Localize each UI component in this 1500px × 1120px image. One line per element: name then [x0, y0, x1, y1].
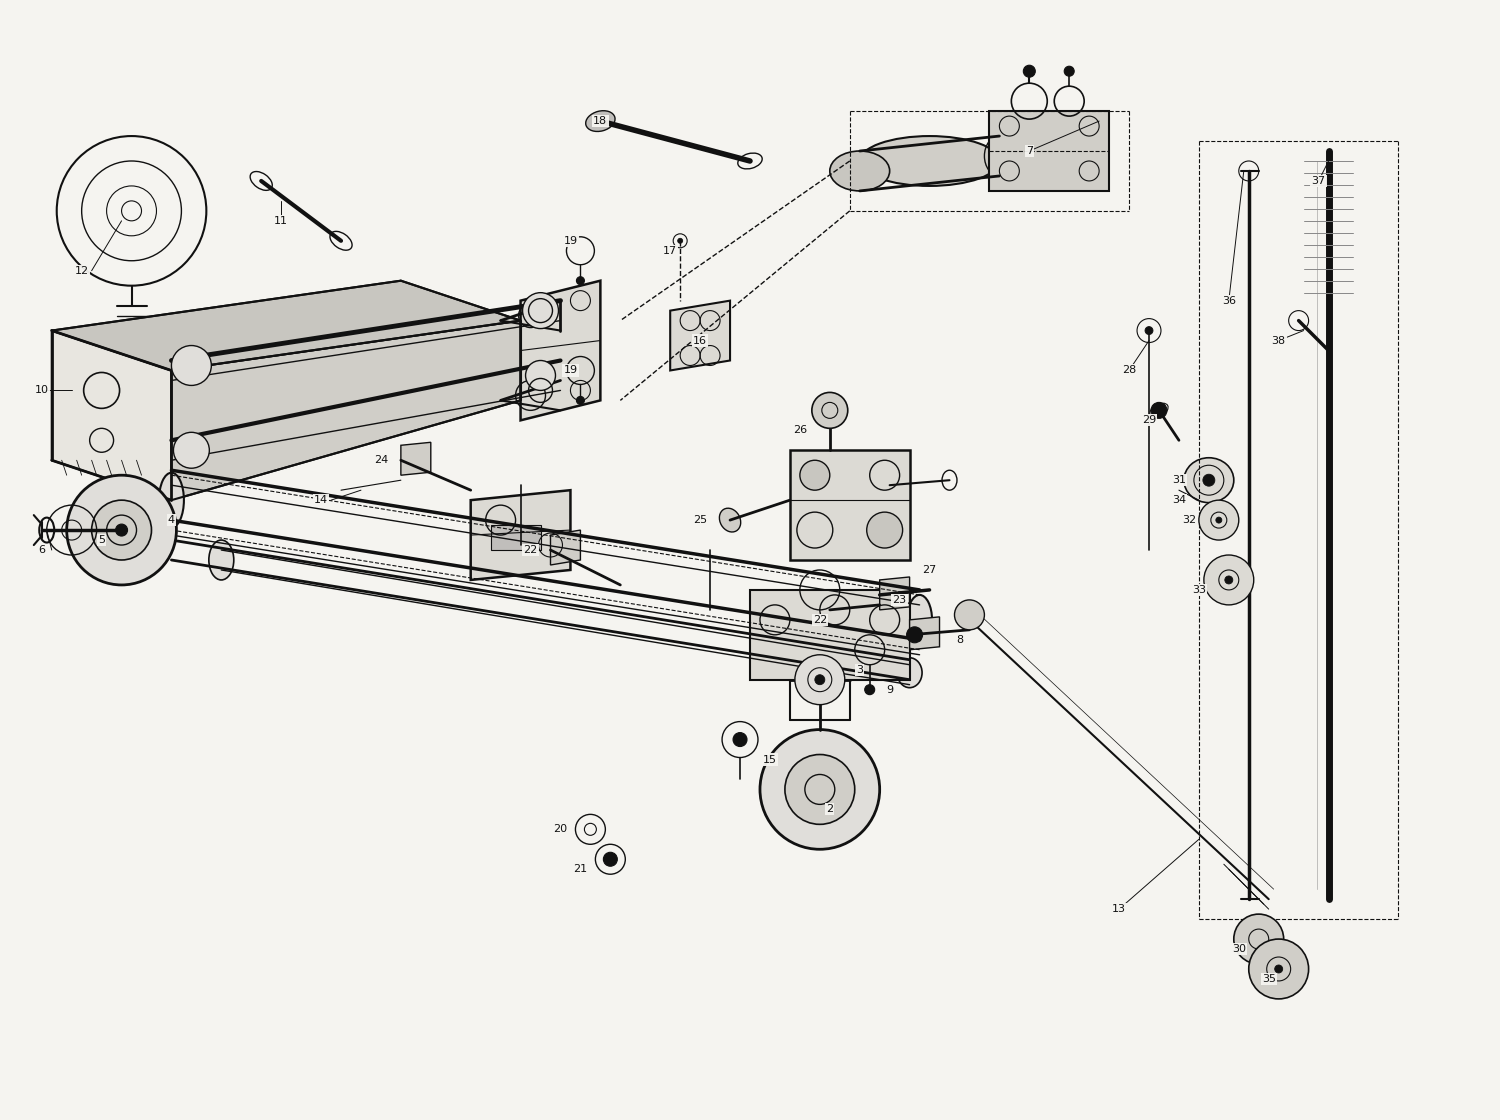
- Circle shape: [864, 684, 874, 694]
- Text: 27: 27: [922, 564, 936, 575]
- Text: 25: 25: [693, 515, 706, 525]
- Text: 17: 17: [663, 245, 678, 255]
- Circle shape: [1216, 517, 1222, 523]
- Text: 7: 7: [1026, 146, 1033, 156]
- Text: 24: 24: [374, 455, 388, 465]
- Polygon shape: [990, 111, 1108, 190]
- Circle shape: [171, 346, 211, 385]
- Polygon shape: [909, 617, 939, 650]
- Circle shape: [1064, 66, 1074, 76]
- Text: 21: 21: [573, 865, 588, 875]
- Text: 15: 15: [764, 755, 777, 765]
- Circle shape: [795, 655, 844, 704]
- Text: 4: 4: [168, 515, 176, 525]
- Polygon shape: [51, 330, 171, 501]
- Ellipse shape: [897, 657, 922, 688]
- Circle shape: [734, 732, 747, 747]
- Ellipse shape: [1184, 458, 1234, 503]
- Ellipse shape: [908, 595, 932, 645]
- Polygon shape: [550, 530, 580, 564]
- Text: 6: 6: [39, 545, 45, 556]
- Ellipse shape: [159, 473, 184, 528]
- Text: 19: 19: [564, 365, 578, 375]
- Circle shape: [1144, 327, 1154, 335]
- Circle shape: [1150, 402, 1167, 419]
- Polygon shape: [879, 577, 909, 610]
- Circle shape: [800, 460, 830, 491]
- Circle shape: [1023, 65, 1035, 77]
- Text: 2: 2: [827, 804, 834, 814]
- Text: 28: 28: [1122, 365, 1136, 375]
- Circle shape: [1198, 501, 1239, 540]
- Circle shape: [116, 524, 128, 536]
- Circle shape: [576, 277, 585, 284]
- Text: 18: 18: [594, 116, 608, 127]
- Polygon shape: [51, 281, 520, 371]
- Text: 20: 20: [554, 824, 567, 834]
- Text: 12: 12: [75, 265, 88, 276]
- Polygon shape: [520, 281, 600, 420]
- Text: 9: 9: [886, 684, 892, 694]
- Ellipse shape: [720, 508, 741, 532]
- Circle shape: [815, 674, 825, 684]
- Circle shape: [522, 292, 558, 328]
- Polygon shape: [471, 491, 570, 580]
- Text: 5: 5: [98, 535, 105, 545]
- Text: 30: 30: [1232, 944, 1246, 954]
- Text: 22: 22: [813, 615, 826, 625]
- Circle shape: [906, 627, 922, 643]
- Circle shape: [678, 239, 682, 243]
- Circle shape: [867, 512, 903, 548]
- Text: 35: 35: [1262, 974, 1275, 984]
- Circle shape: [66, 475, 177, 585]
- Text: 23: 23: [892, 595, 906, 605]
- Text: 29: 29: [1142, 416, 1156, 426]
- Text: 16: 16: [693, 336, 706, 346]
- Text: 14: 14: [314, 495, 328, 505]
- Circle shape: [784, 755, 855, 824]
- Circle shape: [1203, 474, 1215, 486]
- Polygon shape: [750, 590, 909, 680]
- Circle shape: [1275, 965, 1282, 973]
- Text: 38: 38: [1272, 336, 1286, 346]
- Text: 13: 13: [1112, 904, 1126, 914]
- Text: 34: 34: [1172, 495, 1186, 505]
- Polygon shape: [670, 300, 730, 371]
- Text: 37: 37: [1311, 176, 1326, 186]
- Text: 19: 19: [564, 236, 578, 245]
- Circle shape: [1250, 939, 1308, 999]
- Circle shape: [525, 361, 555, 391]
- Circle shape: [576, 396, 585, 404]
- Ellipse shape: [209, 540, 234, 580]
- Polygon shape: [400, 442, 430, 475]
- Bar: [490, 525, 540, 550]
- Text: 10: 10: [34, 385, 50, 395]
- Ellipse shape: [859, 136, 999, 186]
- Text: 33: 33: [1192, 585, 1206, 595]
- Polygon shape: [171, 320, 520, 501]
- Ellipse shape: [830, 151, 890, 190]
- Text: 3: 3: [856, 665, 862, 674]
- Text: 36: 36: [1222, 296, 1236, 306]
- Circle shape: [92, 501, 152, 560]
- Circle shape: [1204, 556, 1254, 605]
- Circle shape: [812, 392, 847, 428]
- Polygon shape: [790, 450, 909, 560]
- Text: 11: 11: [274, 216, 288, 226]
- Text: 31: 31: [1172, 475, 1186, 485]
- Circle shape: [1226, 576, 1233, 584]
- Circle shape: [174, 432, 210, 468]
- Circle shape: [603, 852, 618, 866]
- Ellipse shape: [585, 111, 615, 131]
- Circle shape: [1234, 914, 1284, 964]
- Circle shape: [954, 600, 984, 629]
- Text: 32: 32: [1182, 515, 1196, 525]
- Text: 22: 22: [524, 545, 537, 556]
- Text: 26: 26: [794, 426, 807, 436]
- Circle shape: [760, 729, 879, 849]
- Text: 8: 8: [956, 635, 963, 645]
